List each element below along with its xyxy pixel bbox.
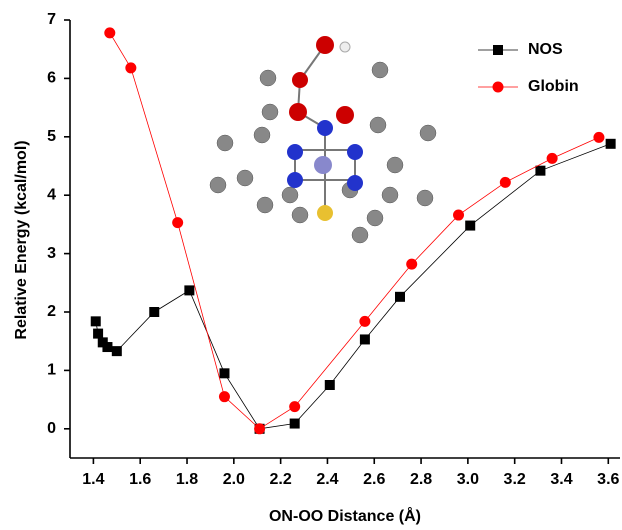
point (102, 342, 112, 352)
point (290, 419, 300, 429)
point (395, 292, 405, 302)
y-tick-label: 7 (47, 11, 56, 28)
point (535, 166, 545, 176)
x-tick-label: 3.4 (550, 471, 572, 488)
point (104, 27, 115, 38)
point (112, 346, 122, 356)
point (91, 316, 101, 326)
point (289, 401, 300, 412)
x-tick-label: 2.4 (316, 471, 338, 488)
y-tick-label: 1 (47, 362, 56, 379)
point (593, 132, 604, 143)
point (219, 391, 230, 402)
y-tick-label: 4 (47, 186, 56, 203)
point (453, 210, 464, 221)
point (465, 221, 475, 231)
chart: ON-OO Distance (Å) Relative Energy (kcal… (0, 0, 622, 530)
point (606, 139, 616, 149)
legend-label: Globin (528, 78, 579, 95)
y-tick-label: 5 (47, 128, 56, 145)
point (93, 329, 103, 339)
x-tick-label: 3.6 (597, 471, 619, 488)
point (125, 62, 136, 73)
molecule-inset (210, 36, 436, 243)
point (359, 316, 370, 327)
point (172, 217, 183, 228)
y-axis-label: Relative Energy (kcal/mol) (13, 140, 30, 339)
x-tick-label: 3.0 (457, 471, 479, 488)
y-tick-label: 2 (47, 303, 56, 320)
y-tick-label: 3 (47, 245, 56, 262)
point (219, 368, 229, 378)
x-tick-label: 2.0 (223, 471, 245, 488)
x-tick-label: 2.8 (410, 471, 432, 488)
x-tick-label: 1.6 (129, 471, 151, 488)
legend-marker (493, 45, 503, 55)
legend-label: NOS (528, 41, 563, 58)
point (406, 259, 417, 270)
legend-marker (493, 82, 504, 93)
x-tick-label: 2.6 (363, 471, 385, 488)
x-axis-label: ON-OO Distance (Å) (269, 506, 421, 525)
y-tick-label: 6 (47, 70, 56, 87)
point (500, 177, 511, 188)
point (184, 285, 194, 295)
y-tick-label: 0 (47, 420, 56, 437)
point (325, 380, 335, 390)
point (254, 423, 265, 434)
x-tick-label: 3.2 (504, 471, 526, 488)
x-tick-label: 2.2 (270, 471, 292, 488)
point (149, 307, 159, 317)
page: {"chart_data": {"type": "line", "x_label… (0, 0, 622, 530)
point (547, 153, 558, 164)
point (360, 334, 370, 344)
x-tick-label: 1.4 (82, 471, 104, 488)
x-tick-label: 1.8 (176, 471, 198, 488)
